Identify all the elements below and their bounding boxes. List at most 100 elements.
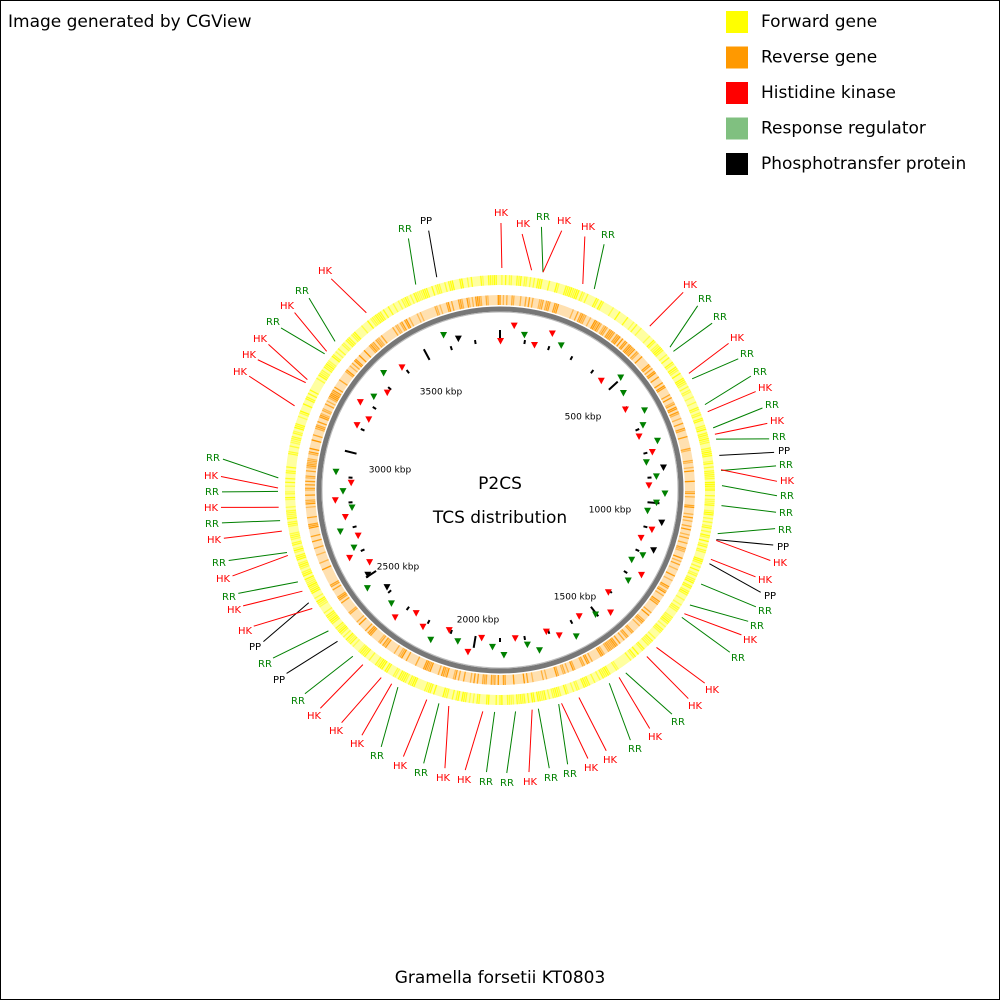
gene bbox=[700, 447, 711, 451]
gene bbox=[629, 351, 638, 360]
gene bbox=[590, 319, 597, 330]
gene bbox=[650, 596, 660, 604]
gene bbox=[669, 411, 679, 417]
scale-tick bbox=[623, 570, 628, 574]
label-leader bbox=[669, 305, 699, 348]
tcs-label: RR bbox=[205, 519, 219, 530]
gene bbox=[289, 445, 300, 449]
tcs-marker bbox=[607, 609, 615, 616]
gene bbox=[480, 275, 483, 286]
gene bbox=[668, 565, 679, 571]
gene bbox=[650, 343, 659, 352]
tcs-label: RR bbox=[205, 487, 219, 498]
credit: Image generated by CGView bbox=[8, 12, 252, 32]
gene bbox=[608, 331, 616, 341]
tcs-label: HK bbox=[523, 777, 538, 788]
gene bbox=[612, 660, 619, 670]
tcs-label: HK bbox=[227, 605, 242, 616]
tcs-marker bbox=[445, 627, 453, 634]
scale-label: 500 kbp bbox=[565, 413, 602, 423]
gene bbox=[338, 625, 348, 634]
gene bbox=[644, 367, 653, 376]
gene bbox=[320, 412, 331, 418]
gene bbox=[352, 638, 361, 648]
legend-swatch bbox=[726, 117, 748, 140]
gene bbox=[376, 657, 384, 667]
gene bbox=[293, 547, 304, 552]
gene bbox=[683, 466, 694, 470]
gene bbox=[701, 452, 712, 456]
gene bbox=[346, 338, 355, 347]
gene bbox=[345, 632, 354, 641]
gene bbox=[299, 410, 310, 416]
gene bbox=[392, 667, 399, 677]
tcs-marker bbox=[604, 589, 612, 596]
gene bbox=[543, 669, 548, 680]
gene bbox=[703, 466, 714, 469]
gene bbox=[404, 296, 410, 307]
label-leader bbox=[710, 558, 756, 578]
gene bbox=[348, 336, 357, 345]
gene bbox=[450, 300, 455, 311]
gene bbox=[685, 576, 695, 583]
gene bbox=[434, 284, 440, 295]
gene bbox=[562, 684, 568, 695]
gene bbox=[641, 608, 650, 617]
gene bbox=[356, 614, 365, 623]
scale-tick bbox=[405, 369, 410, 374]
gene bbox=[532, 277, 536, 288]
tcs-label: RR bbox=[601, 230, 615, 241]
gene bbox=[313, 544, 324, 550]
label-leader bbox=[593, 244, 605, 290]
gene bbox=[444, 282, 448, 293]
gene bbox=[564, 662, 570, 673]
tcs-label: HK bbox=[233, 367, 248, 378]
label-leader bbox=[704, 375, 752, 406]
gene bbox=[335, 621, 344, 630]
gene bbox=[602, 643, 610, 653]
gene bbox=[319, 559, 329, 565]
tcs-marker bbox=[648, 449, 656, 456]
gene bbox=[698, 435, 709, 440]
gene bbox=[519, 275, 522, 287]
gene bbox=[297, 415, 308, 421]
gene bbox=[647, 340, 656, 349]
gene bbox=[677, 382, 687, 389]
tcs-marker bbox=[645, 482, 653, 489]
gene bbox=[285, 509, 297, 512]
gene bbox=[669, 369, 679, 377]
gene bbox=[535, 278, 540, 289]
tcs-marker bbox=[575, 613, 583, 620]
gene bbox=[613, 635, 621, 644]
gene bbox=[308, 452, 319, 456]
gene bbox=[340, 596, 350, 604]
tcs-label: PP bbox=[777, 542, 789, 553]
gene bbox=[579, 314, 586, 324]
gene bbox=[698, 538, 709, 543]
label-leader bbox=[280, 327, 325, 355]
tcs-marker bbox=[464, 648, 472, 656]
gene bbox=[444, 687, 448, 698]
tcs-label: RR bbox=[780, 491, 794, 502]
gene bbox=[643, 635, 652, 644]
gene bbox=[683, 515, 694, 519]
gene bbox=[657, 585, 667, 593]
gene bbox=[613, 311, 621, 321]
gene bbox=[286, 466, 297, 469]
gene bbox=[628, 648, 637, 658]
scale-tick bbox=[590, 369, 595, 374]
gene bbox=[537, 278, 541, 289]
gene bbox=[321, 565, 332, 571]
label-leader bbox=[223, 530, 282, 539]
gene bbox=[567, 287, 573, 298]
gene bbox=[655, 622, 664, 631]
gene bbox=[292, 542, 303, 546]
tcs-marker bbox=[387, 600, 395, 607]
label-leader bbox=[380, 686, 399, 748]
gene bbox=[285, 477, 296, 480]
gene bbox=[671, 372, 681, 380]
gene bbox=[681, 524, 692, 528]
gene bbox=[288, 524, 299, 528]
gene bbox=[512, 694, 515, 705]
gene bbox=[288, 452, 299, 456]
